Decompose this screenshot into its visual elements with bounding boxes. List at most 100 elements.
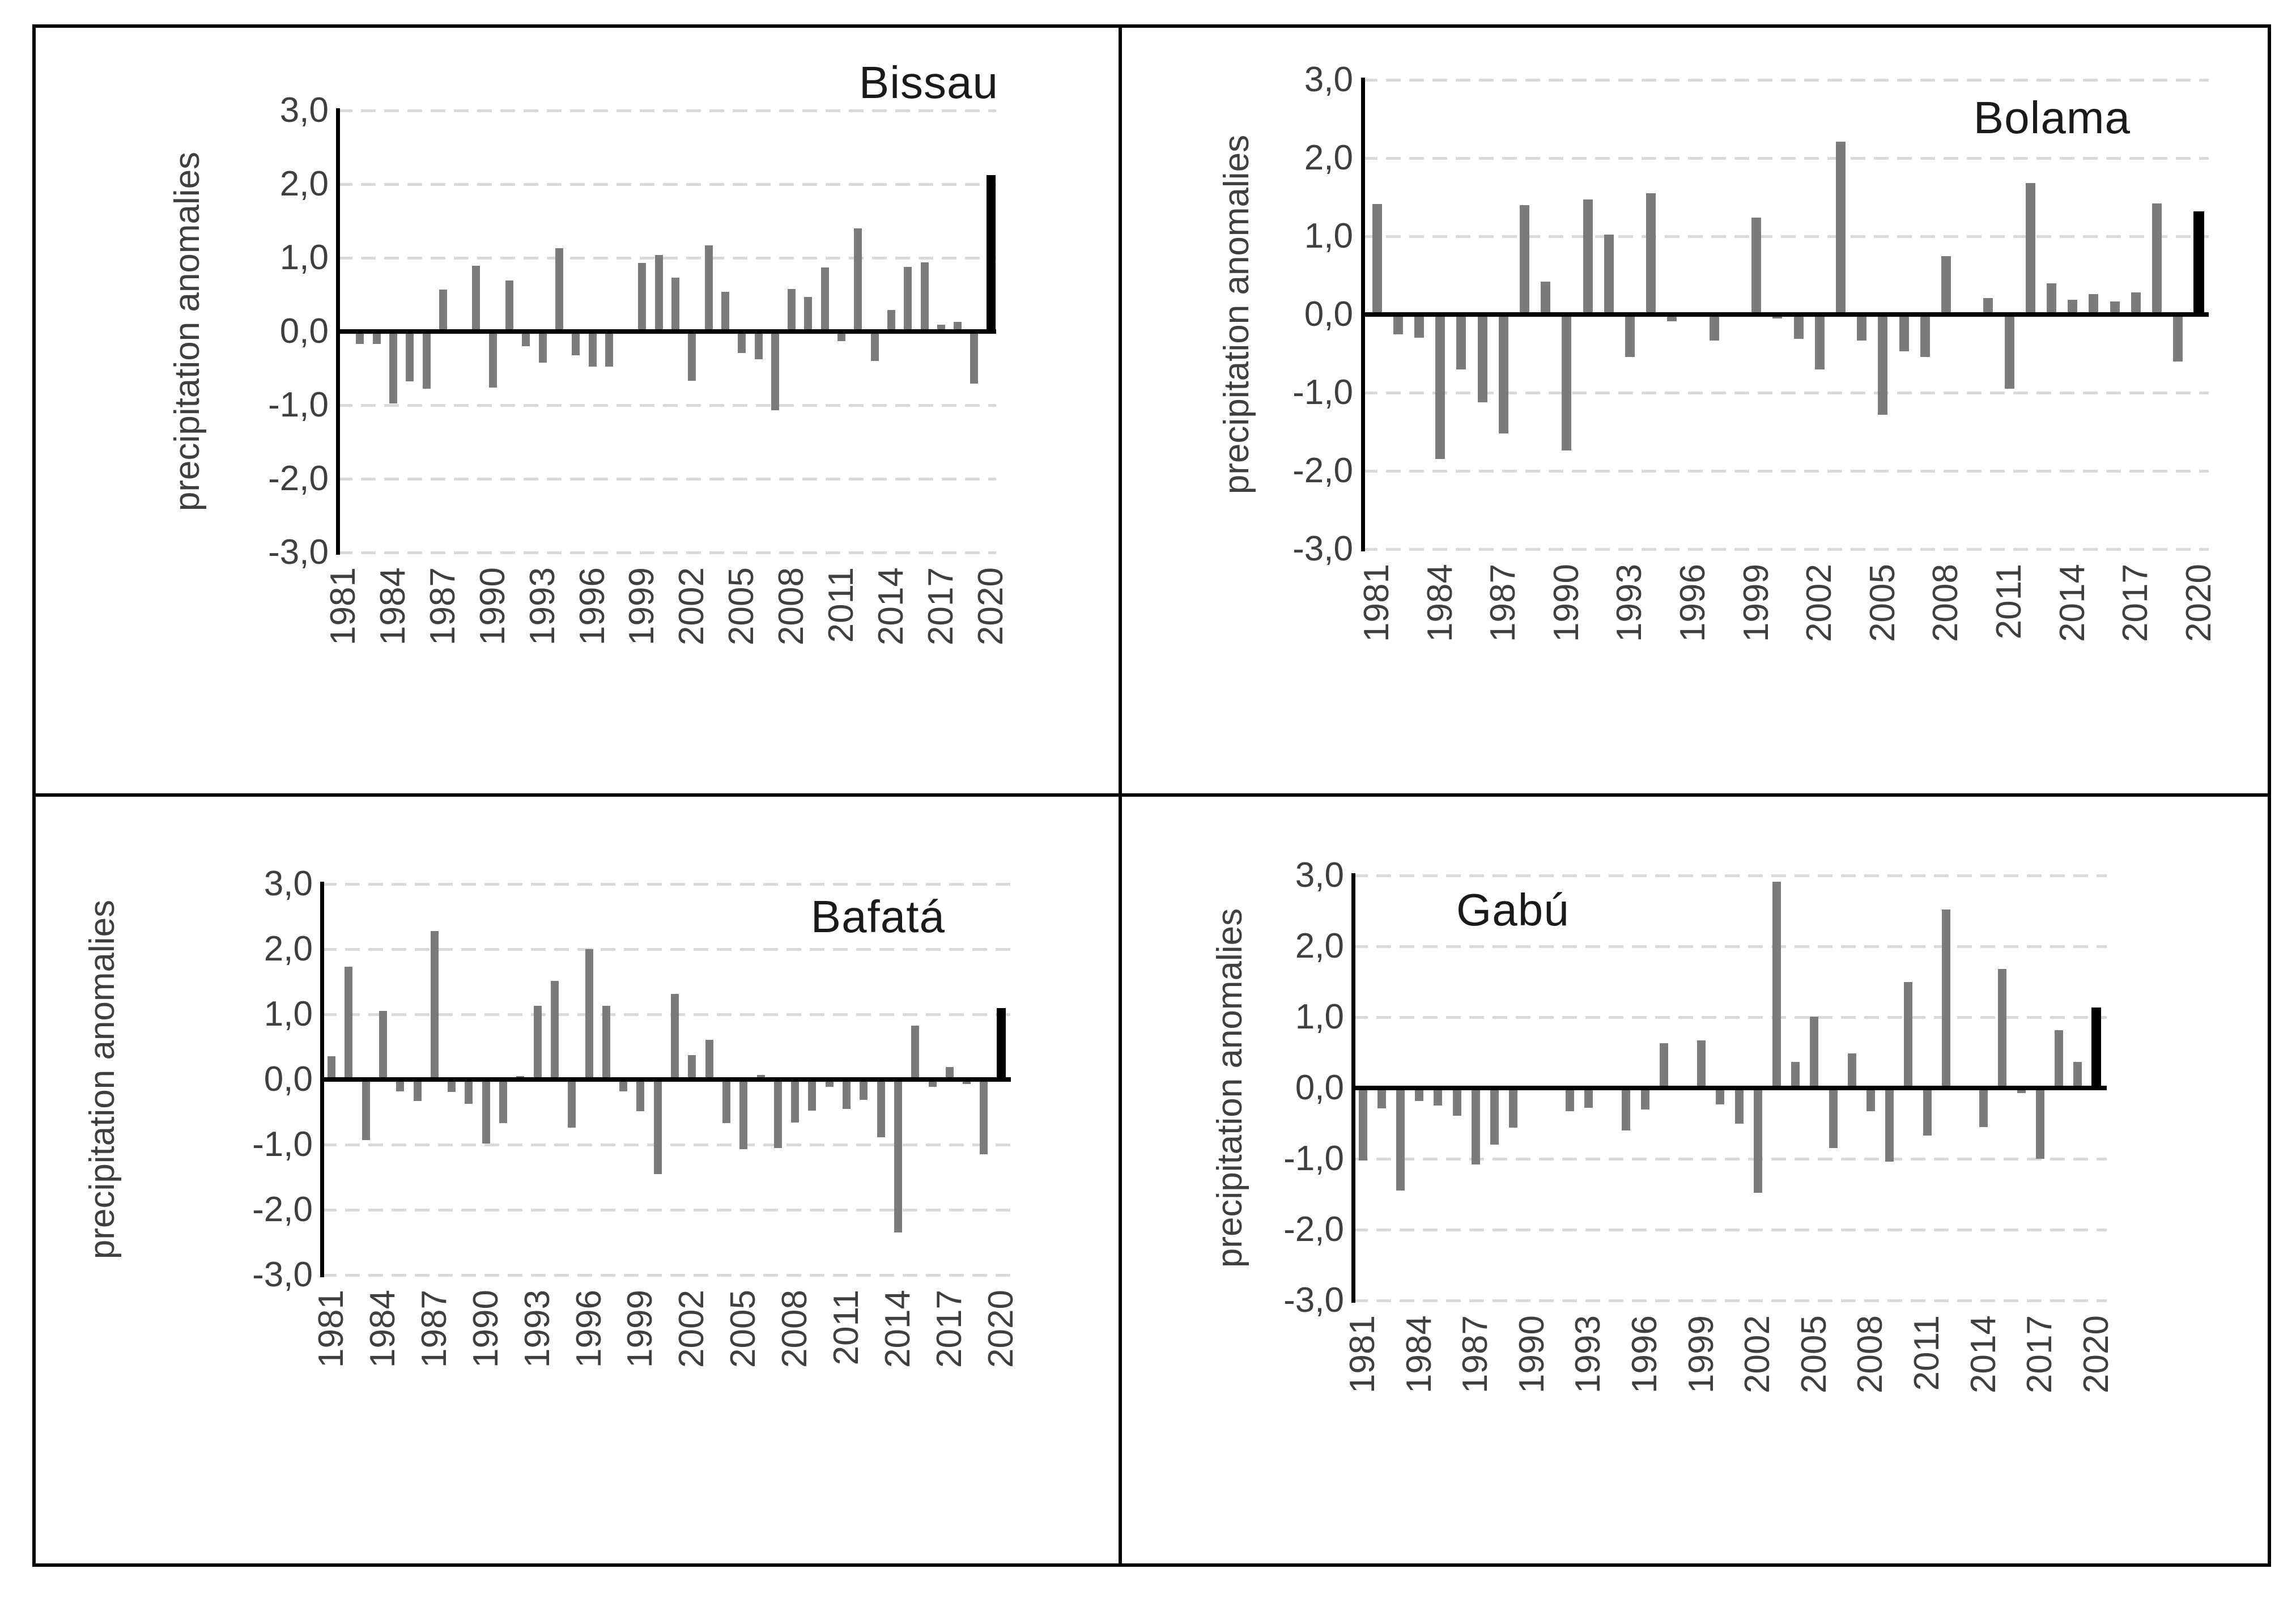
- gridline-y-1: [1353, 1158, 2107, 1161]
- bar-1992: [1604, 235, 1614, 314]
- bar-2011: [1923, 1088, 1932, 1136]
- gridline-y3: [1363, 79, 2209, 82]
- bar-2006: [1829, 1088, 1838, 1149]
- bar-2003: [1835, 142, 1846, 314]
- y-tick-label-0-0: 0,0: [279, 312, 329, 351]
- y-tick-label--1-0: -1,0: [252, 1125, 313, 1164]
- y-tick-label--1-0: -1,0: [1283, 1139, 1344, 1178]
- bar-2009: [1885, 1088, 1894, 1162]
- x-tick-label-2002: 2002: [1738, 1315, 1778, 1393]
- bar-1986: [422, 331, 431, 389]
- bar-2011: [843, 1079, 851, 1109]
- bar-2001: [671, 278, 679, 331]
- gridline-y-1: [1363, 392, 2209, 394]
- bar-1994: [550, 981, 559, 1079]
- bar-2006: [1899, 314, 1909, 351]
- y-axis-title: precipitation anomalies: [1210, 908, 1249, 1268]
- y-tick-label-3-0: 3,0: [279, 91, 329, 130]
- bar-1984: [389, 331, 397, 404]
- bar-2018: [954, 322, 962, 331]
- gridline-y2: [338, 183, 996, 186]
- bar-1983: [372, 331, 381, 345]
- bar-2002: [688, 1055, 696, 1079]
- gridline-y2: [1353, 945, 2107, 948]
- bar-1996: [588, 331, 597, 367]
- gridline-y-2: [1353, 1229, 2107, 1231]
- bar-1983: [1414, 314, 1424, 338]
- bar-2008: [788, 288, 796, 331]
- bar-2018: [963, 1079, 971, 1085]
- x-tick-label-2005: 2005: [1794, 1315, 1834, 1393]
- bar-1982: [356, 331, 364, 345]
- bar-1991: [1583, 199, 1593, 314]
- bar-2001: [1793, 314, 1804, 339]
- bar-2020: [2091, 1007, 2102, 1088]
- y-tick-label-3-0: 3,0: [263, 864, 313, 903]
- x-tick-label-1981: 1981: [1343, 1315, 1382, 1393]
- bar-1983: [362, 1079, 370, 1140]
- y-tick-label-2-0: 2,0: [1304, 138, 1353, 177]
- bar-1987: [430, 930, 439, 1079]
- bar-2015: [911, 1025, 920, 1079]
- bar-2000: [654, 254, 663, 331]
- bar-1985: [396, 1079, 405, 1091]
- bar-1984: [379, 1011, 387, 1079]
- panel-divider-horizontal: [32, 793, 2271, 797]
- bar-2013: [877, 1079, 885, 1138]
- chart-title: Bolama: [1973, 92, 2131, 143]
- y-tick-label-2-0: 2,0: [279, 164, 329, 203]
- gridline-y1: [338, 257, 996, 260]
- gridline-y-3: [322, 1274, 1011, 1277]
- x-axis-line: [1363, 312, 2209, 317]
- bar-1993: [1584, 1088, 1593, 1108]
- bar-1988: [1490, 1088, 1499, 1145]
- bar-1989: [465, 1079, 473, 1104]
- bar-1988: [1519, 205, 1529, 314]
- bar-2010: [1904, 981, 1913, 1088]
- gridline-y-3: [1363, 548, 2209, 551]
- y-tick-label--2-0: -2,0: [1292, 451, 1353, 490]
- bar-2017: [2035, 1088, 2044, 1159]
- bar-1985: [1434, 1088, 1443, 1106]
- gridline-y2: [1363, 157, 2209, 160]
- bar-2014: [894, 1079, 902, 1233]
- x-tick-label-1999: 1999: [1681, 1315, 1721, 1393]
- bar-2016: [920, 262, 929, 331]
- bar-1993: [538, 331, 547, 363]
- bar-2017: [945, 1067, 954, 1079]
- x-tick-label-2020: 2020: [2076, 1315, 2116, 1393]
- bar-2007: [1920, 314, 1930, 357]
- bar-1997: [1659, 1043, 1668, 1088]
- bar-2001: [1734, 1088, 1744, 1124]
- gridline-y2: [322, 948, 1011, 951]
- x-tick-label-2011: 2011: [1907, 1315, 1946, 1391]
- bar-1997: [1709, 314, 1719, 341]
- y-tick-label-3-0: 3,0: [1304, 60, 1353, 99]
- bar-1991: [505, 280, 513, 331]
- bar-1983: [1396, 1088, 1405, 1191]
- y-tick-label--1-0: -1,0: [1292, 373, 1353, 412]
- bar-1999: [1751, 217, 1762, 314]
- y-tick-label--3-0: -3,0: [1283, 1281, 1344, 1320]
- gridline-y-1: [338, 404, 996, 407]
- bar-2014: [2068, 299, 2078, 314]
- bar-1987: [1498, 314, 1508, 433]
- bar-2005: [739, 1079, 748, 1150]
- bar-2007: [771, 331, 779, 411]
- bar-1990: [1562, 314, 1572, 451]
- bar-2010: [820, 267, 829, 331]
- x-tick-label-1993: 1993: [1568, 1315, 1608, 1393]
- y-tick-label-1-0: 1,0: [1295, 997, 1344, 1036]
- bar-2007: [773, 1079, 782, 1148]
- y-tick-label--2-0: -2,0: [268, 459, 329, 498]
- x-axis-line: [338, 329, 996, 334]
- y-tick-label--2-0: -2,0: [1283, 1210, 1344, 1249]
- bar-2008: [1866, 1088, 1875, 1112]
- bar-1997: [602, 1006, 610, 1079]
- bar-2015: [904, 266, 912, 331]
- bar-2002: [688, 331, 696, 381]
